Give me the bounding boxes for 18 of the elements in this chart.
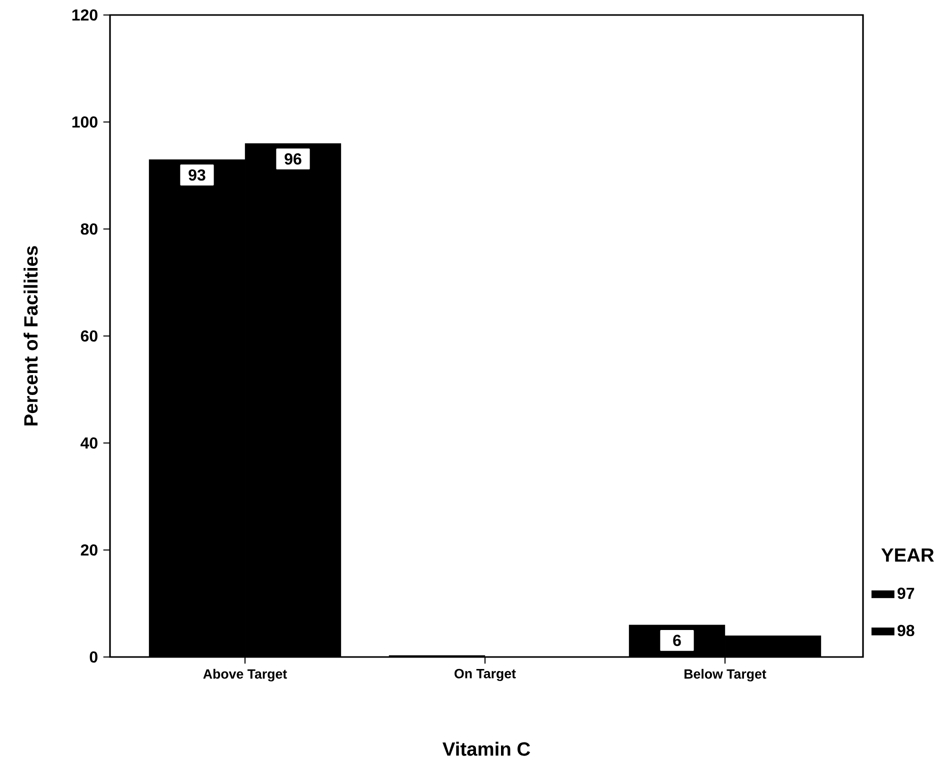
y-axis-title: Percent of Facilities <box>24 246 38 426</box>
y-tick-label: 60 <box>80 330 98 342</box>
data-label: 93 <box>188 169 206 181</box>
legend-label: 98 <box>898 624 914 636</box>
legend-title: YEAR <box>881 548 934 562</box>
data-label: 6 <box>673 634 681 646</box>
y-tick-label: 0 <box>90 651 98 663</box>
y-tick-label: 40 <box>80 437 98 449</box>
y-tick-label: 80 <box>80 223 98 235</box>
y-tick-label: 100 <box>72 116 98 128</box>
data-label: 96 <box>284 153 302 165</box>
y-tick-label: 20 <box>80 544 98 556</box>
x-tick-label: Below Target <box>684 668 766 682</box>
x-axis-title: Vitamin C <box>442 742 530 756</box>
x-tick-label: On Target <box>454 668 516 682</box>
x-tick-label: Above Target <box>203 668 287 682</box>
legend-label: 97 <box>898 588 914 599</box>
y-tick-label: 120 <box>72 9 98 21</box>
